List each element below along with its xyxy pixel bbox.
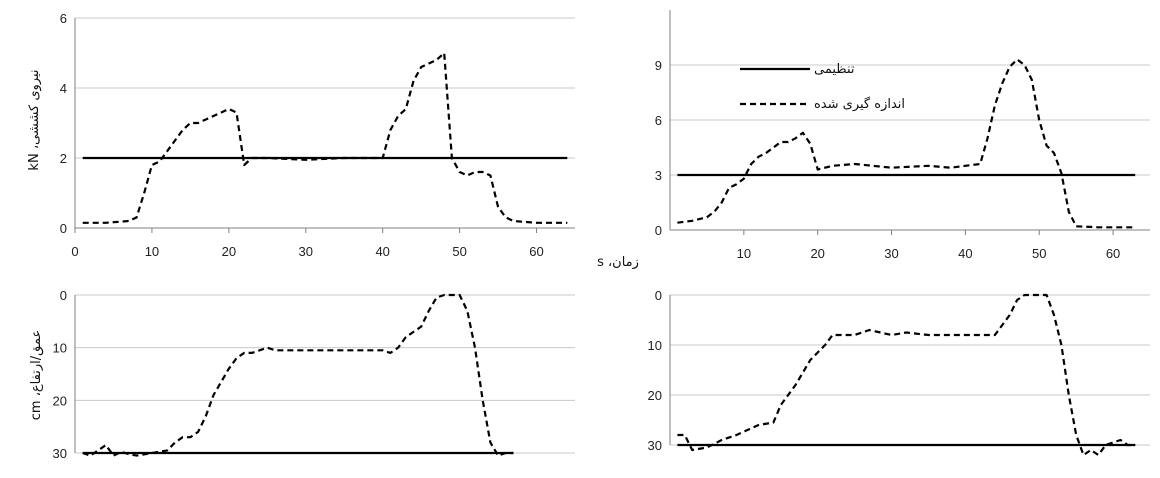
ytick-label-depth-right-3: 30	[648, 438, 662, 453]
xtick-label-force-left-5: 50	[452, 244, 466, 259]
ytick-label-force-left-1: 2	[60, 151, 67, 166]
depth-axis-label: عمق/ارتفاع، cm	[29, 330, 44, 420]
ytick-label-force-left-3: 6	[60, 11, 67, 26]
measured-line-force-left	[82, 51, 568, 224]
panel-force-right: 0 3 6 9 10 20 30 40 50 60	[655, 10, 1150, 261]
xtick-label-force-left-3: 30	[299, 244, 313, 259]
ytick-label-force-left-0: 0	[60, 221, 67, 236]
legend: تنظیمی اندازه گیری شده	[740, 62, 905, 112]
xtick-label-force-left-1: 10	[145, 244, 159, 259]
xtick-label-force-right-4: 50	[1032, 246, 1046, 261]
ytick-label-depth-left-1: 10	[53, 341, 67, 356]
measured-line-depth-left	[82, 293, 514, 457]
xtick-label-force-right-1: 20	[810, 246, 824, 261]
force-axis-label: نیروی کششی، kN	[27, 69, 42, 170]
xtick-label-force-left-0: 0	[71, 244, 78, 259]
ytick-label-depth-left-3: 30	[53, 446, 67, 461]
ytick-label-force-right-3: 9	[655, 58, 662, 73]
time-axis-label: زمان، s	[597, 255, 639, 270]
ytick-label-depth-left-2: 20	[53, 393, 67, 408]
ytick-label-depth-left-0: 0	[60, 288, 67, 303]
xtick-label-force-right-0: 10	[737, 246, 751, 261]
ytick-label-force-left-2: 4	[60, 81, 67, 96]
ytick-label-depth-right-0: 0	[655, 288, 662, 303]
legend-measured-label: اندازه گیری شده	[814, 96, 905, 112]
panel-depth-right: 0 10 20 30	[648, 288, 1150, 457]
xtick-label-force-left-4: 40	[375, 244, 389, 259]
ytick-label-force-right-0: 0	[655, 223, 662, 238]
ytick-label-depth-right-1: 10	[648, 338, 662, 353]
panel-depth-left: 0 10 20 30	[53, 288, 575, 461]
measured-line-depth-right	[677, 293, 1136, 457]
ytick-label-force-right-1: 3	[655, 168, 662, 183]
legend-set-label: تنظیمی	[814, 62, 855, 77]
measured-line-force-right	[677, 58, 1136, 229]
ytick-label-force-right-2: 6	[655, 113, 662, 128]
xtick-label-force-right-5: 60	[1106, 246, 1120, 261]
xtick-label-force-left-6: 60	[529, 244, 543, 259]
ytick-label-depth-right-2: 20	[648, 388, 662, 403]
xtick-label-force-right-2: 30	[884, 246, 898, 261]
xtick-label-force-left-2: 20	[222, 244, 236, 259]
xtick-label-force-right-3: 40	[958, 246, 972, 261]
